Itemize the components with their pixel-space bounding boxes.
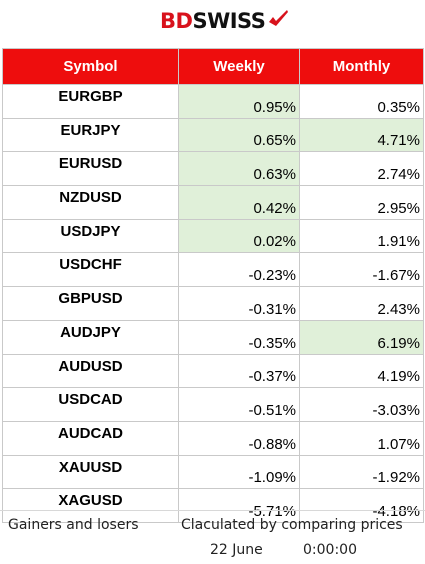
brand-name: BDSWISS <box>160 6 266 36</box>
monthly-cell: -1.92% <box>299 455 424 490</box>
fx-performance-table: Symbol Weekly Monthly EURGBP 0.95% 0.35% EU… <box>2 48 424 523</box>
symbol-cell: XAUUSD <box>2 455 179 490</box>
weekly-cell: -0.35% <box>178 320 300 355</box>
footer-note-calculation: Claculated by comparing prices <box>181 517 403 533</box>
monthly-cell: 4.71% <box>299 118 424 153</box>
monthly-cell: 2.43% <box>299 286 424 321</box>
weekly-cell: 0.65% <box>178 118 300 153</box>
weekly-cell: -0.23% <box>178 252 300 288</box>
symbol-cell: NZDUSD <box>2 185 179 220</box>
table-row: XAUUSD -1.09% -1.92% <box>2 455 424 490</box>
symbol-cell: EURJPY <box>2 118 179 153</box>
weekly-cell: -0.88% <box>178 421 300 456</box>
weekly-cell: -0.37% <box>178 354 300 389</box>
footer: Gainers and losers Claculated by compari… <box>0 510 425 564</box>
header-monthly: Monthly <box>299 48 424 85</box>
table-header-row: Symbol Weekly Monthly <box>2 48 424 85</box>
monthly-cell: 0.35% <box>299 84 424 119</box>
table-row: EURUSD 0.63% 2.74% <box>2 151 424 187</box>
table-row: EURJPY 0.65% 4.71% <box>2 118 424 153</box>
monthly-cell: -4.18% <box>299 488 424 523</box>
weekly-cell: 0.95% <box>178 84 300 119</box>
weekly-cell: -0.31% <box>178 286 300 321</box>
symbol-cell: USDJPY <box>2 219 179 254</box>
symbol-cell: AUDCAD <box>2 421 179 456</box>
table-body: EURGBP 0.95% 0.35% EURJPY 0.65% 4.71% EURUSD 0.… <box>2 84 424 523</box>
red-check-flag-icon <box>269 10 289 26</box>
weekly-cell: -1.09% <box>178 455 300 490</box>
monthly-cell: 2.74% <box>299 151 424 187</box>
monthly-cell: -1.67% <box>299 252 424 288</box>
weekly-cell: 0.02% <box>178 219 300 254</box>
symbol-cell: EURUSD <box>2 151 179 187</box>
symbol-cell: AUDJPY <box>2 320 179 355</box>
table-row: EURGBP 0.95% 0.35% <box>2 84 424 119</box>
monthly-cell: 1.91% <box>299 219 424 254</box>
table-row: USDJPY 0.02% 1.91% <box>2 219 424 254</box>
monthly-cell: 1.07% <box>299 421 424 456</box>
footer-time: 0:00:00 <box>303 542 357 558</box>
symbol-cell: USDCHF <box>2 252 179 288</box>
monthly-cell: 4.19% <box>299 354 424 389</box>
table-row: GBPUSD -0.31% 2.43% <box>2 286 424 321</box>
weekly-cell: 0.63% <box>178 151 300 187</box>
monthly-cell: -3.03% <box>299 387 424 422</box>
table-row: USDCHF -0.23% -1.67% <box>2 252 424 288</box>
table-row: AUDUSD -0.37% 4.19% <box>2 354 424 389</box>
monthly-cell: 6.19% <box>299 320 424 355</box>
symbol-cell: USDCAD <box>2 387 179 422</box>
brand-logo: BDSWISS <box>160 6 290 36</box>
brand-name-bd: BD <box>160 9 193 33</box>
table-row: XAGUSD -5.71% -4.18% <box>2 488 424 523</box>
table-row: USDCAD -0.51% -3.03% <box>2 387 424 422</box>
symbol-cell: AUDUSD <box>2 354 179 389</box>
header-symbol: Symbol <box>2 48 179 85</box>
symbol-cell: XAGUSD <box>2 488 179 523</box>
table-row: NZDUSD 0.42% 2.95% <box>2 185 424 220</box>
table-row: AUDCAD -0.88% 1.07% <box>2 421 424 456</box>
symbol-cell: GBPUSD <box>2 286 179 321</box>
footer-note-gainers-losers: Gainers and losers <box>8 517 139 533</box>
weekly-cell: 0.42% <box>178 185 300 220</box>
footer-date: 22 June <box>210 542 263 558</box>
symbol-cell: EURGBP <box>2 84 179 119</box>
weekly-cell: -5.71% <box>178 488 300 523</box>
weekly-cell: -0.51% <box>178 387 300 422</box>
header-weekly: Weekly <box>178 48 300 85</box>
brand-name-swiss: SWISS <box>192 9 266 33</box>
table-row: AUDJPY -0.35% 6.19% <box>2 320 424 355</box>
monthly-cell: 2.95% <box>299 185 424 220</box>
